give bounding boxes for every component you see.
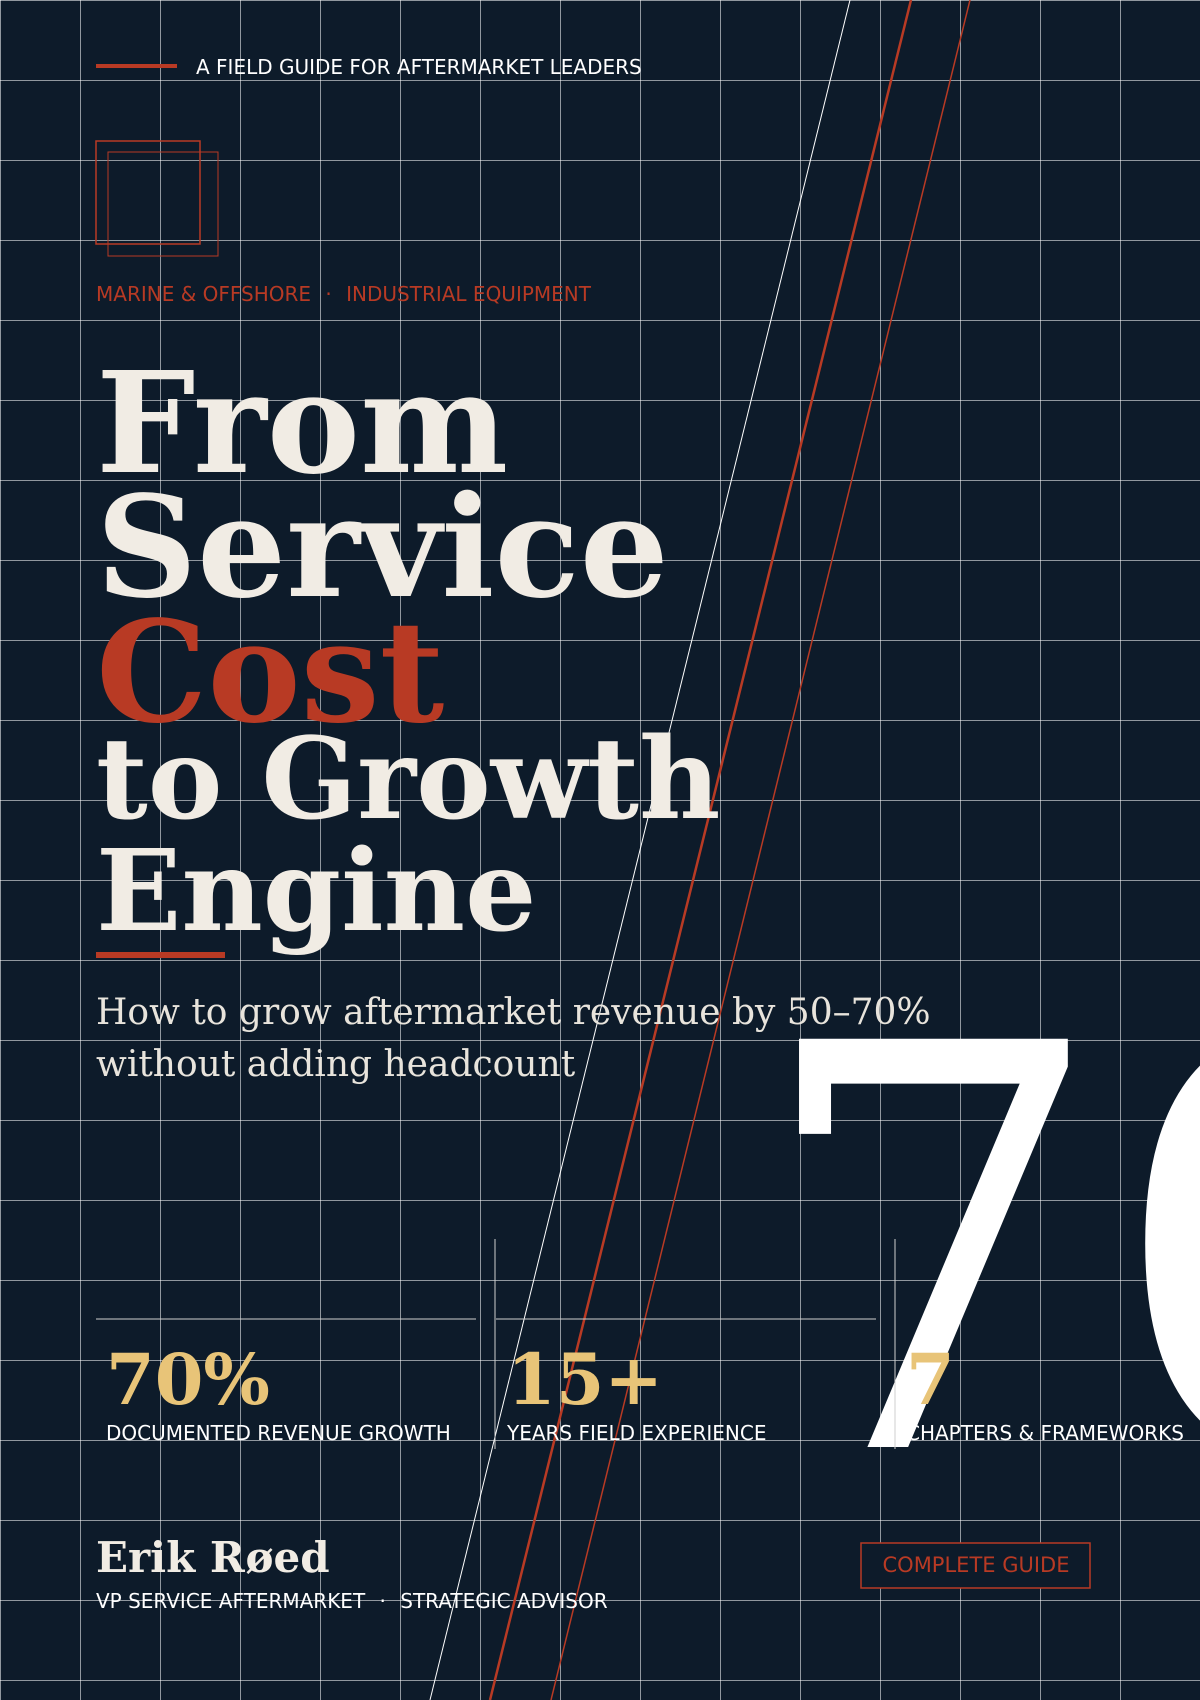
tags: MARINE & OFFSHORE · INDUSTRIAL EQUIPMENT bbox=[96, 282, 592, 306]
title-line: From bbox=[96, 342, 508, 506]
diagonal-line bbox=[429, 0, 851, 1700]
badge-frame bbox=[860, 1542, 1091, 1589]
title: From Service Cost to Growth Engine bbox=[96, 342, 720, 957]
author-roles: VP SERVICE AFTERMARKET · STRATEGIC ADVIS… bbox=[96, 1589, 608, 1613]
title-line: to Growth bbox=[96, 714, 720, 845]
stat-label: DOCUMENTED REVENUE GROWTH bbox=[106, 1421, 451, 1445]
eyebrow: A FIELD GUIDE FOR AFTERMARKET LEADERS bbox=[196, 55, 642, 79]
tag-separator: · bbox=[325, 282, 331, 306]
subtitle-line: How to grow aftermarket revenue by 50–70… bbox=[96, 992, 931, 1033]
title-line: Cost bbox=[96, 591, 444, 755]
tag: MARINE & OFFSHORE bbox=[96, 282, 311, 306]
role-separator: · bbox=[380, 1589, 386, 1613]
author-name: Erik Røed bbox=[96, 1533, 330, 1582]
title-line: Engine bbox=[96, 826, 536, 957]
stat-value: 7 bbox=[906, 1338, 955, 1421]
stat-value: 15+ bbox=[507, 1338, 663, 1421]
author-role: STRATEGIC ADVISOR bbox=[400, 1589, 607, 1613]
author-role: VP SERVICE AFTERMARKET bbox=[96, 1589, 366, 1613]
title-line: Service bbox=[96, 466, 669, 630]
diagonal-line bbox=[550, 0, 971, 1700]
stat-label: YEARS FIELD EXPERIENCE bbox=[506, 1421, 766, 1445]
subtitle-line: without adding headcount bbox=[96, 1044, 576, 1085]
badge: COMPLETE GUIDE bbox=[883, 1553, 1070, 1577]
stat-label: CHAPTERS & FRAMEWORKS bbox=[906, 1421, 1184, 1445]
logo-square bbox=[95, 140, 201, 245]
diagonal-line bbox=[488, 0, 913, 1700]
background-numeral: 70 bbox=[752, 928, 1200, 1580]
stat-value: 70% bbox=[106, 1338, 270, 1421]
logo-square bbox=[107, 151, 219, 257]
tag: INDUSTRIAL EQUIPMENT bbox=[346, 282, 592, 306]
